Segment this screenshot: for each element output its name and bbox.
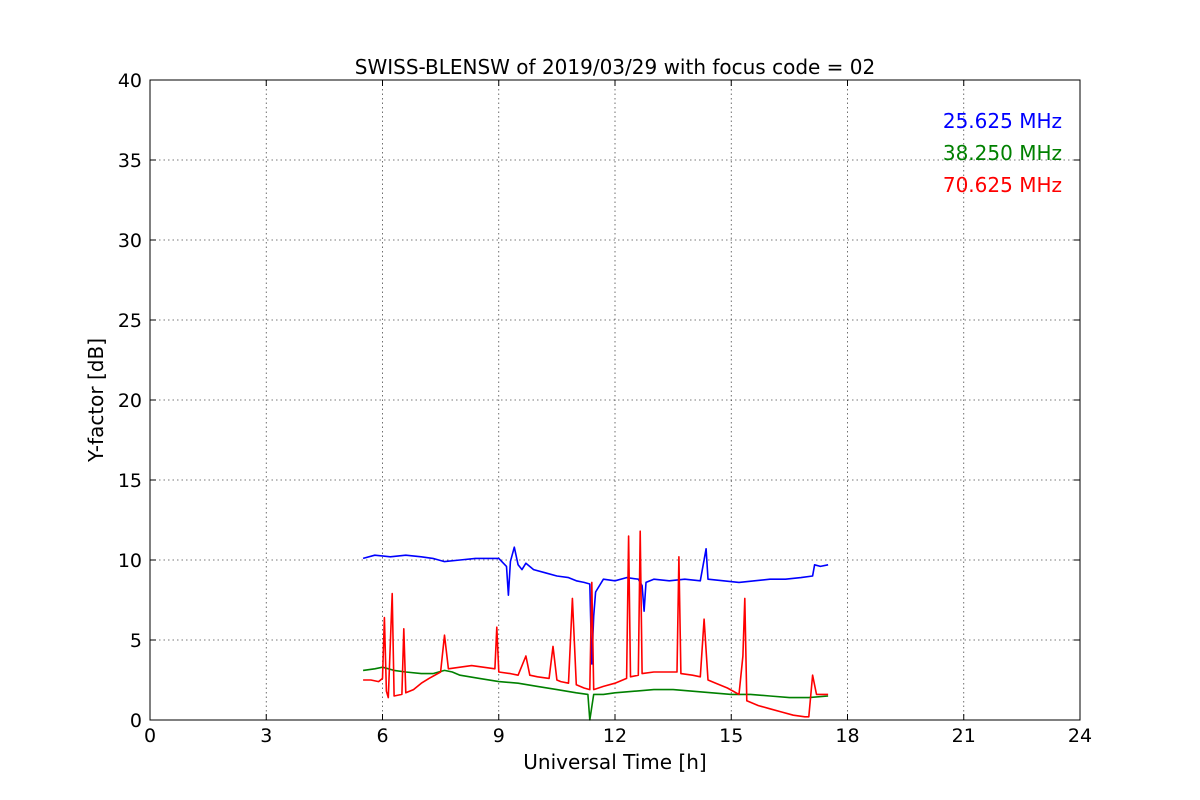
y-tick-label: 25	[118, 310, 142, 332]
chart-title: SWISS-BLENSW of 2019/03/29 with focus co…	[355, 55, 876, 79]
x-tick-label: 3	[260, 725, 272, 747]
series-layer	[362, 530, 829, 721]
y-tick-label: 30	[118, 230, 142, 252]
x-tick-label: 24	[1068, 725, 1092, 747]
series-line-38-250-mhz	[362, 666, 829, 721]
x-tick-label: 18	[835, 725, 859, 747]
series-line-70-625-mhz	[363, 530, 829, 718]
y-tick-label: 5	[130, 630, 142, 652]
y-tick-label: 0	[130, 710, 142, 732]
y-tick-label: 40	[118, 70, 142, 92]
x-tick-label: 21	[952, 725, 976, 747]
legend: 25.625 MHz 38.250 MHz 70.625 MHz	[943, 109, 1062, 197]
y-tick-label: 15	[118, 470, 142, 492]
ticks: 0 3 6 9 12 15 18 21 24 0 5 10 15 20 25 30 35 40	[118, 70, 1092, 747]
legend-entry: 70.625 MHz	[943, 173, 1062, 197]
y-tick-label: 20	[118, 390, 142, 412]
y-axis-title: Y-factor [dB]	[84, 338, 108, 463]
series-line-25-625-mhz	[362, 546, 829, 665]
x-tick-label: 9	[493, 725, 505, 747]
x-tick-label: 6	[376, 725, 388, 747]
x-axis-title: Universal Time [h]	[523, 750, 706, 774]
y-tick-label: 35	[118, 150, 142, 172]
legend-entry: 25.625 MHz	[943, 109, 1062, 133]
x-tick-label: 12	[603, 725, 627, 747]
x-tick-label: 15	[719, 725, 743, 747]
x-tick-label: 0	[144, 725, 156, 747]
y-tick-label: 10	[118, 550, 142, 572]
legend-entry: 38.250 MHz	[943, 141, 1062, 165]
